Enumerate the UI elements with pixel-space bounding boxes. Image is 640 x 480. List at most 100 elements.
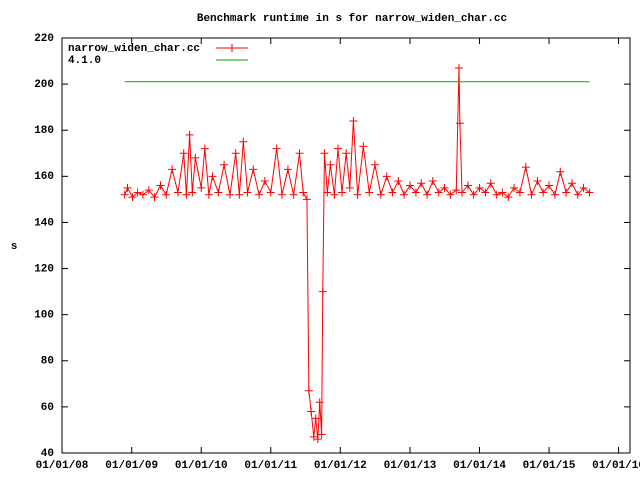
point-marker bbox=[317, 430, 326, 439]
point-marker bbox=[579, 183, 588, 192]
point-marker bbox=[475, 183, 484, 192]
point-marker bbox=[188, 188, 197, 197]
x-tick-label: 01/01/14 bbox=[453, 460, 506, 472]
x-tick-label: 01/01/11 bbox=[244, 460, 297, 472]
y-tick-label: 220 bbox=[34, 33, 54, 45]
point-marker bbox=[330, 190, 339, 199]
point-marker bbox=[492, 190, 501, 199]
point-marker bbox=[486, 179, 495, 188]
point-marker bbox=[326, 160, 335, 169]
point-marker bbox=[128, 193, 137, 202]
point-marker bbox=[168, 165, 177, 174]
point-marker bbox=[220, 160, 229, 169]
x-tick-label: 01/01/08 bbox=[36, 460, 89, 472]
x-tick-label: 01/01/09 bbox=[105, 460, 158, 472]
x-tick-label: 01/01/16 bbox=[592, 460, 640, 472]
point-marker bbox=[539, 188, 548, 197]
point-marker bbox=[515, 188, 524, 197]
point-marker bbox=[231, 149, 240, 158]
point-marker bbox=[249, 165, 258, 174]
point-marker bbox=[463, 181, 472, 190]
point-marker bbox=[345, 183, 354, 192]
point-marker bbox=[334, 144, 342, 153]
point-marker bbox=[315, 398, 324, 407]
y-tick-label: 160 bbox=[34, 171, 54, 183]
point-marker bbox=[370, 160, 379, 169]
point-marker bbox=[382, 172, 391, 181]
point-marker bbox=[562, 188, 571, 197]
point-marker bbox=[394, 176, 403, 185]
point-marker bbox=[510, 183, 518, 192]
point-marker bbox=[162, 190, 171, 199]
point-marker bbox=[417, 179, 426, 188]
point-marker bbox=[400, 190, 409, 199]
legend-marker bbox=[228, 44, 236, 52]
point-marker bbox=[527, 190, 536, 199]
y-tick-label: 140 bbox=[34, 217, 54, 229]
y-tick-label: 100 bbox=[34, 310, 54, 322]
point-marker bbox=[150, 193, 159, 202]
point-marker bbox=[255, 190, 264, 199]
y-tick-label: 180 bbox=[34, 125, 54, 137]
point-marker bbox=[182, 190, 191, 199]
point-marker bbox=[179, 149, 188, 158]
point-marker bbox=[299, 188, 308, 197]
point-marker bbox=[455, 119, 464, 128]
legend-label: narrow_widen_char.cc bbox=[68, 43, 200, 55]
point-marker bbox=[556, 167, 565, 176]
point-marker bbox=[307, 407, 316, 416]
point-marker bbox=[469, 190, 478, 199]
point-marker bbox=[423, 190, 432, 199]
point-marker bbox=[204, 190, 213, 199]
x-tick-label: 01/01/10 bbox=[175, 460, 228, 472]
point-marker bbox=[226, 190, 234, 199]
point-marker bbox=[411, 188, 420, 197]
point-marker bbox=[452, 186, 461, 195]
point-marker bbox=[428, 176, 437, 185]
point-marker bbox=[498, 188, 507, 197]
point-marker bbox=[376, 190, 385, 199]
point-marker bbox=[214, 188, 223, 197]
point-marker bbox=[156, 181, 165, 190]
point-marker bbox=[318, 287, 327, 296]
point-marker bbox=[313, 435, 322, 444]
point-marker bbox=[144, 186, 153, 195]
point-marker bbox=[185, 130, 194, 139]
point-marker bbox=[283, 165, 292, 174]
point-marker bbox=[138, 190, 147, 199]
point-marker bbox=[567, 179, 576, 188]
legend-label: 4.1.0 bbox=[68, 55, 101, 67]
x-tick-label: 01/01/13 bbox=[384, 460, 437, 472]
point-marker bbox=[573, 190, 582, 199]
point-marker bbox=[235, 190, 244, 199]
point-marker bbox=[440, 183, 449, 192]
point-marker bbox=[585, 188, 594, 197]
point-marker bbox=[278, 190, 286, 199]
point-marker bbox=[239, 137, 248, 146]
point-marker bbox=[353, 190, 362, 199]
y-tick-label: 200 bbox=[34, 79, 54, 91]
point-marker bbox=[550, 190, 559, 199]
point-marker bbox=[133, 188, 142, 197]
y-tick-label: 40 bbox=[41, 448, 54, 460]
point-marker bbox=[311, 414, 320, 423]
y-tick-label: 80 bbox=[41, 356, 54, 368]
point-marker bbox=[200, 144, 209, 153]
point-marker bbox=[123, 183, 132, 192]
y-tick-label: 60 bbox=[41, 402, 54, 414]
point-marker bbox=[365, 188, 374, 197]
point-marker bbox=[454, 63, 463, 72]
point-marker bbox=[533, 176, 542, 185]
y-tick-label: 120 bbox=[34, 263, 54, 275]
point-marker bbox=[504, 193, 513, 202]
y-axis-label: s bbox=[11, 241, 18, 253]
point-marker bbox=[174, 188, 182, 197]
point-marker bbox=[406, 181, 414, 190]
point-marker bbox=[388, 188, 397, 197]
point-marker bbox=[481, 188, 490, 197]
point-marker bbox=[289, 190, 298, 199]
point-marker bbox=[208, 172, 217, 181]
point-marker bbox=[521, 163, 530, 172]
point-marker bbox=[338, 188, 346, 197]
